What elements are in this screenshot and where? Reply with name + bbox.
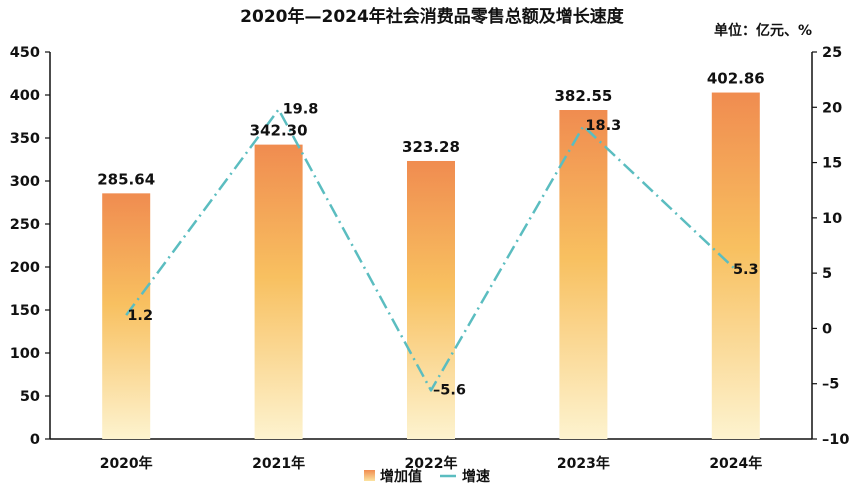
growth-value-label: 18.3	[585, 118, 621, 134]
bar	[254, 144, 303, 439]
bars	[102, 92, 760, 440]
legend: 增加值 增速	[364, 468, 490, 485]
left-tick-label: 150	[10, 303, 40, 319]
category-label: 2020年	[100, 455, 153, 472]
category-label: 2021年	[252, 455, 305, 472]
growth-polyline	[125, 108, 737, 392]
growth-value-label: 1.2	[127, 308, 153, 324]
bar	[407, 160, 455, 440]
left-tick-label: 250	[10, 217, 40, 233]
right-tick-label: 5	[822, 266, 832, 282]
right-tick-label: 20	[822, 100, 842, 116]
category-label: 2023年	[557, 455, 610, 472]
growth-value-label: 5.3	[733, 262, 759, 278]
legend-line-label: 增速	[462, 468, 490, 485]
left-tick-label: 450	[10, 45, 40, 61]
bar-value-label: 382.55	[554, 87, 612, 105]
left-tick-label: 300	[10, 174, 40, 190]
left-tick-label: 50	[20, 389, 40, 405]
right-tick-label: –5	[822, 377, 839, 393]
left-tick-label: 200	[10, 260, 40, 276]
growth-value-label: –5.6	[433, 382, 466, 398]
bar	[711, 92, 760, 439]
left-tick-label: 350	[10, 131, 40, 147]
bar	[102, 193, 151, 439]
growth-line	[125, 108, 737, 392]
right-tick-label: 15	[822, 156, 842, 172]
bar-value-label: 323.28	[402, 138, 460, 156]
left-tick-label: 0	[30, 432, 40, 448]
left-tick-label: 100	[10, 346, 40, 362]
data-labels: 285.64 342.30 323.28 382.55 402.86 1.2 19.8 –5.…	[97, 70, 764, 399]
legend-bar-swatch	[364, 470, 375, 481]
right-tick-label: 10	[822, 211, 842, 227]
unit-label: 单位：亿元、%	[714, 22, 812, 39]
bar	[559, 110, 608, 439]
bar-value-label: 342.30	[250, 122, 308, 140]
right-tick-label: 25	[822, 45, 842, 61]
growth-value-label: 19.8	[283, 101, 319, 117]
bar-value-label: 285.64	[97, 170, 155, 188]
right-tick-label: 0	[822, 321, 832, 337]
category-label: 2022年	[405, 455, 458, 472]
left-tick-label: 400	[10, 88, 40, 104]
category-label: 2024年	[709, 455, 762, 472]
axes: 0 50 100 150 200 250 300 350 400 450 –10 –5 0 5 10 15 20…	[10, 45, 850, 472]
right-tick-label: –10	[822, 432, 849, 448]
chart-title: 2020年—2024年社会消费品零售总额及增长速度	[240, 6, 625, 27]
legend-bar-label: 增加值	[380, 468, 422, 485]
bar-value-label: 402.86	[707, 70, 765, 88]
